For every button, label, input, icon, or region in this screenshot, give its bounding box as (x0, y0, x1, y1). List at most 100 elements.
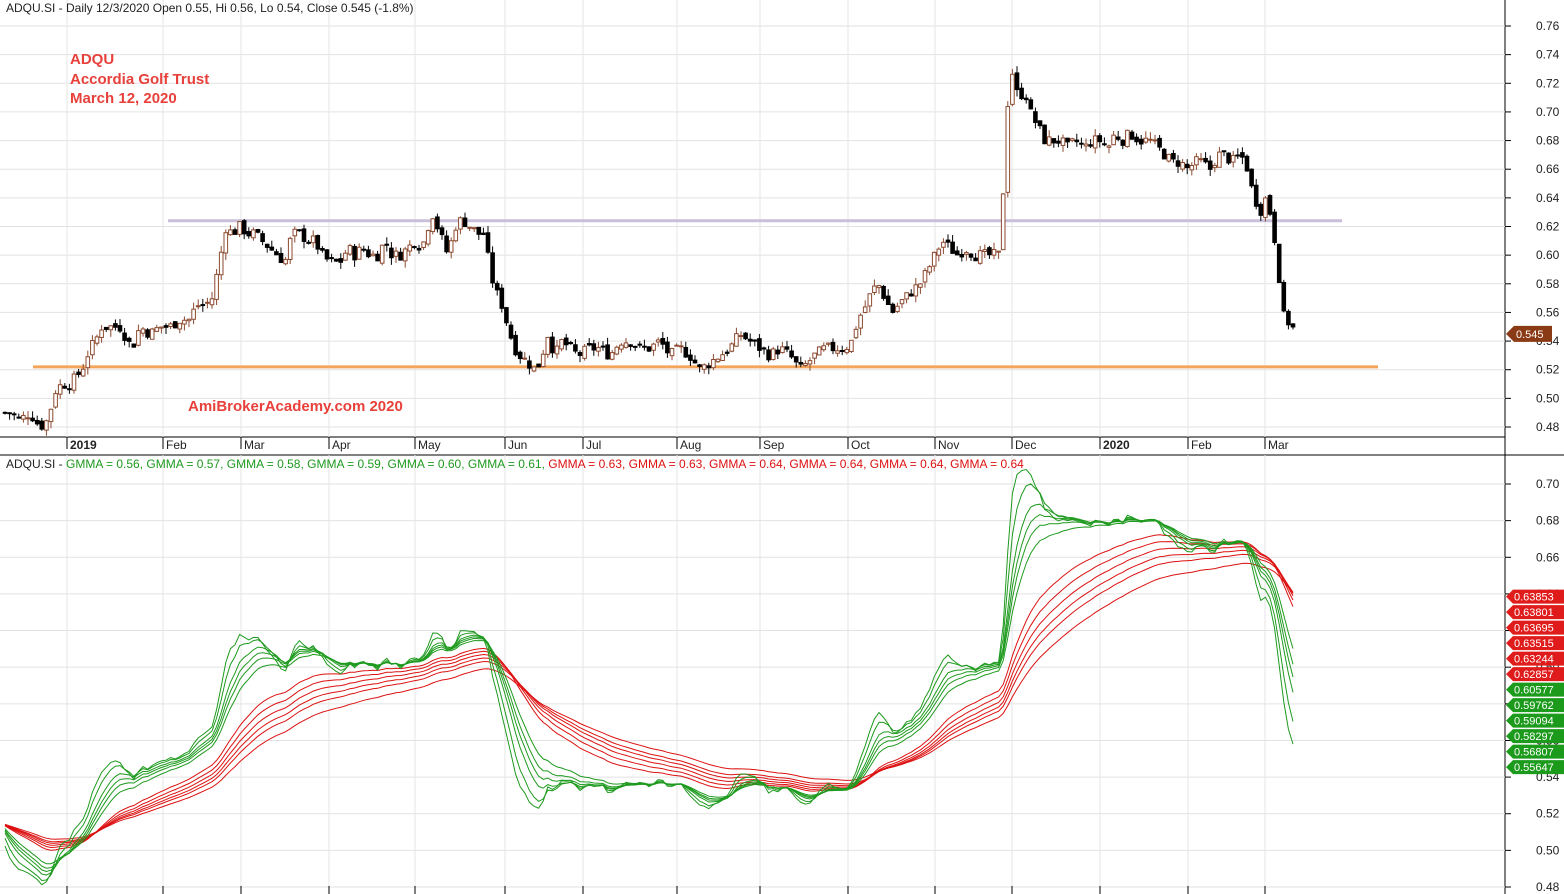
date-tick-label: Jul (586, 438, 601, 452)
date-tick-label: 2020 (1103, 438, 1130, 452)
candle (867, 293, 873, 313)
candle (287, 236, 293, 264)
candle (1106, 144, 1112, 154)
candle (803, 360, 808, 367)
date-tick-label: Jun (508, 438, 527, 452)
candle (85, 350, 91, 375)
candle (481, 227, 486, 236)
candle (669, 347, 675, 361)
candle (361, 245, 367, 253)
candle (508, 321, 514, 340)
candle (770, 346, 776, 361)
candle (821, 342, 827, 352)
gmma-value-tag: 0.59094 (1506, 713, 1564, 728)
candle (605, 337, 610, 360)
candle (968, 253, 974, 261)
candle (1286, 309, 1291, 330)
gmma-tick-label: 0.52 (1536, 807, 1560, 821)
candle (527, 355, 532, 375)
candle (642, 339, 647, 351)
candle (674, 343, 679, 347)
price-tick-label: 0.58 (1536, 277, 1560, 291)
candle (729, 342, 735, 353)
gmma-legend-entry: GMMA = 0.63, (548, 457, 628, 471)
candle (57, 379, 63, 399)
candle (310, 230, 316, 248)
candle (1129, 129, 1135, 140)
candle (62, 383, 68, 389)
gmma-value-tag: 0.59762 (1506, 698, 1564, 713)
candle (816, 346, 822, 356)
candlesticks (2, 66, 1296, 436)
candle (182, 316, 187, 331)
candle (398, 247, 403, 261)
candle (609, 349, 615, 361)
gmma-value-tag: 0.62857 (1506, 667, 1564, 682)
gmma-tick-label: 0.70 (1536, 477, 1560, 491)
candle (504, 306, 509, 327)
candle (1143, 131, 1149, 144)
candle (453, 227, 459, 243)
candle (922, 267, 928, 288)
candle (1069, 137, 1075, 143)
candle (853, 326, 859, 339)
candle (1120, 139, 1126, 150)
gmma-value-tag: 0.63695 (1506, 620, 1564, 635)
candle (90, 335, 95, 360)
candle (462, 212, 468, 228)
candle (384, 237, 390, 252)
price-tick-label: 0.74 (1536, 48, 1560, 62)
price-tick-label: 0.62 (1536, 220, 1560, 234)
candle (25, 411, 31, 425)
price-tick-label: 0.56 (1536, 305, 1560, 319)
candle (1272, 209, 1277, 246)
candle (706, 362, 712, 375)
gmma-value-label: 0.60577 (1514, 685, 1554, 697)
candle (1125, 129, 1130, 148)
gmma-value-label: 0.63695 (1514, 623, 1554, 635)
candle (918, 283, 923, 294)
candle (1074, 133, 1080, 147)
candle (775, 345, 781, 360)
candle (352, 243, 357, 267)
candle (223, 229, 229, 261)
candle (1065, 137, 1070, 148)
candle (701, 363, 707, 374)
long-term-ema-line (4, 534, 1294, 851)
last-price-tag: 0.545 (1506, 325, 1552, 342)
candle (21, 411, 26, 423)
candle (315, 234, 321, 255)
candle (858, 313, 863, 336)
candle (1028, 97, 1034, 110)
candle (191, 302, 196, 325)
candle (862, 300, 868, 314)
candle (94, 334, 100, 346)
candle (356, 243, 362, 260)
candle (1203, 152, 1208, 164)
candle (1152, 134, 1158, 145)
candle (1253, 178, 1259, 210)
price-tick-label: 0.72 (1536, 76, 1560, 90)
candle (784, 341, 790, 353)
candle (619, 343, 624, 353)
candle (1258, 202, 1264, 221)
date-tick-label: Mar (1268, 438, 1289, 452)
candle (1263, 196, 1268, 222)
long-term-ema-line (4, 541, 1294, 849)
candle (131, 343, 137, 348)
candle (582, 344, 587, 361)
long-term-ema-line (4, 553, 1294, 843)
candle (927, 265, 932, 276)
candle (53, 390, 58, 409)
candle (655, 337, 661, 347)
candle (536, 363, 541, 368)
candle (448, 237, 454, 259)
candle (711, 354, 716, 371)
candle (149, 327, 155, 340)
candle (550, 332, 555, 358)
candle (200, 298, 206, 312)
candle (269, 240, 275, 251)
price-axis-ticks: 0.480.500.520.540.560.580.600.620.640.66… (1505, 19, 1560, 434)
short-term-ema-line (4, 468, 1294, 886)
